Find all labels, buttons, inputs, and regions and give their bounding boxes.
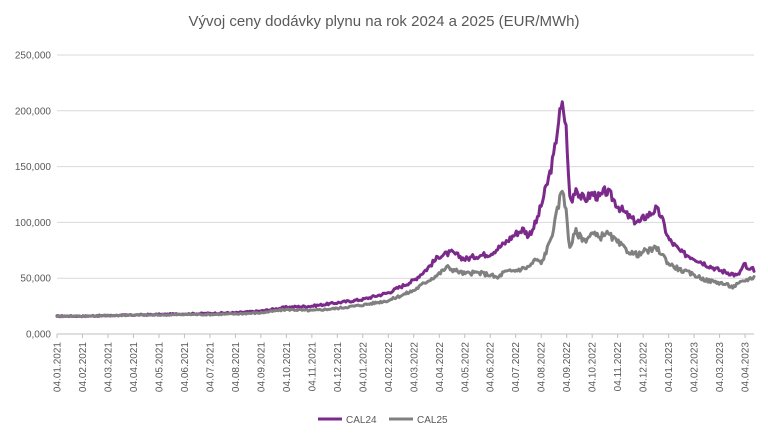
x-tick-label: 04.09.2022 <box>562 342 573 392</box>
x-tick-label: 04.03.2023 <box>715 342 726 392</box>
legend: CAL24 CAL25 <box>318 415 448 426</box>
legend-label-cal25: CAL25 <box>417 415 448 426</box>
y-axis-tick-labels: 0,000 50,000 100,000 150,000 200,000 250,000 <box>15 51 52 341</box>
series-line-cal24 <box>55 100 756 319</box>
y-tick-label: 50,000 <box>20 274 51 285</box>
y-tick-label: 100,000 <box>15 218 52 229</box>
x-tick-label: 04.06.2022 <box>486 342 497 392</box>
x-tick-label: 04.03.2022 <box>409 342 420 392</box>
x-tick-label: 04.06.2021 <box>180 342 191 392</box>
x-tick-label: 04.08.2021 <box>231 342 242 392</box>
x-tick-label: 04.11.2021 <box>307 342 318 392</box>
x-tick-label: 04.02.2021 <box>78 342 89 392</box>
x-tick-label: 04.07.2021 <box>205 342 216 392</box>
x-tick-label: 04.05.2021 <box>154 342 165 392</box>
series-lines <box>55 100 756 319</box>
x-axis-tick-labels: 04.01.2021 04.02.2021 04.03.2021 04.04.2021… <box>53 334 752 392</box>
y-tick-label: 250,000 <box>15 51 52 62</box>
x-tick-label: 04.01.2023 <box>664 342 675 392</box>
gridlines <box>57 54 754 335</box>
chart-title: Vývoj ceny dodávky plynu na rok 2024 a 2… <box>188 13 579 30</box>
x-tick-label: 04.12.2021 <box>333 342 344 392</box>
series-line-cal25 <box>55 189 756 319</box>
x-tick-label: 04.03.2021 <box>103 342 114 392</box>
x-tick-label: 04.04.2023 <box>741 342 752 392</box>
x-tick-label: 04.05.2022 <box>460 342 471 392</box>
x-tick-label: 04.09.2021 <box>256 342 267 392</box>
x-tick-label: 04.04.2022 <box>435 342 446 392</box>
x-tick-label: 04.04.2021 <box>129 342 140 392</box>
legend-label-cal24: CAL24 <box>346 415 377 426</box>
y-tick-label: 150,000 <box>15 162 52 173</box>
x-tick-label: 04.02.2022 <box>384 342 395 392</box>
x-tick-label: 04.10.2021 <box>282 342 293 392</box>
x-tick-label: 04.10.2022 <box>588 342 599 392</box>
x-tick-label: 04.02.2023 <box>690 342 701 392</box>
x-tick-label: 04.07.2022 <box>511 342 522 392</box>
x-tick-label: 04.01.2021 <box>53 342 64 392</box>
y-tick-label: 200,000 <box>15 106 52 117</box>
x-tick-label: 04.11.2022 <box>613 342 624 392</box>
y-tick-label: 0,000 <box>26 330 51 341</box>
x-tick-label: 04.01.2022 <box>358 342 369 392</box>
x-tick-label: 04.12.2022 <box>639 342 650 392</box>
x-tick-label: 04.08.2022 <box>537 342 548 392</box>
